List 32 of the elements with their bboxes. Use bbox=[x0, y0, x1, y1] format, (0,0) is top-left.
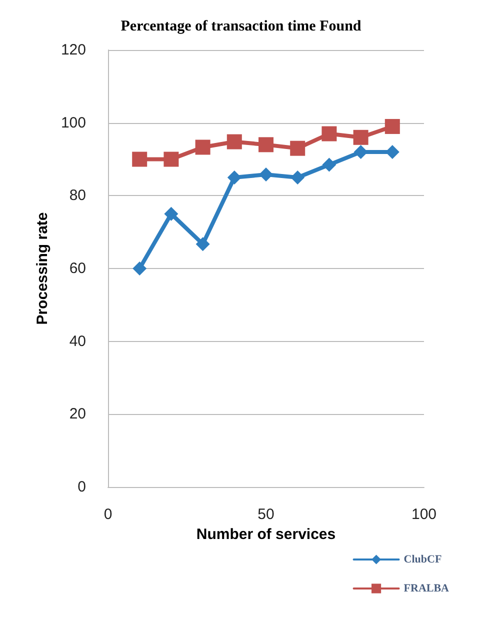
point bbox=[290, 170, 305, 184]
point bbox=[164, 206, 178, 221]
x-tick-label: 100 bbox=[411, 506, 437, 523]
point bbox=[132, 152, 148, 167]
point bbox=[290, 140, 306, 156]
point bbox=[322, 158, 336, 172]
legend-label: ClubCF bbox=[404, 554, 442, 566]
point bbox=[132, 262, 147, 276]
point bbox=[384, 118, 400, 134]
y-tick-label: 80 bbox=[69, 187, 86, 204]
point bbox=[353, 130, 368, 145]
point bbox=[226, 134, 242, 150]
point bbox=[322, 126, 337, 142]
point bbox=[164, 152, 179, 167]
x-tick-label: 50 bbox=[258, 506, 274, 523]
y-axis-title: Processing rate bbox=[34, 212, 51, 325]
chart-title: Percentage of transaction time Found bbox=[120, 18, 362, 34]
y-tick-label: 120 bbox=[60, 42, 86, 58]
y-tick-label: 60 bbox=[69, 260, 86, 277]
x-tick-label: 0 bbox=[104, 506, 112, 523]
point bbox=[258, 137, 274, 152]
y-tick-label: 20 bbox=[69, 406, 86, 423]
y-tick-label: 0 bbox=[78, 478, 86, 496]
point bbox=[196, 237, 210, 252]
y-tick-label: 100 bbox=[60, 114, 86, 132]
point bbox=[195, 140, 210, 155]
y-tick-label: 40 bbox=[69, 332, 86, 350]
point bbox=[354, 144, 368, 159]
legend-label: FRALBA bbox=[404, 582, 450, 594]
point bbox=[259, 168, 273, 182]
point bbox=[227, 170, 242, 184]
x-axis-title: Number of services bbox=[196, 526, 336, 543]
